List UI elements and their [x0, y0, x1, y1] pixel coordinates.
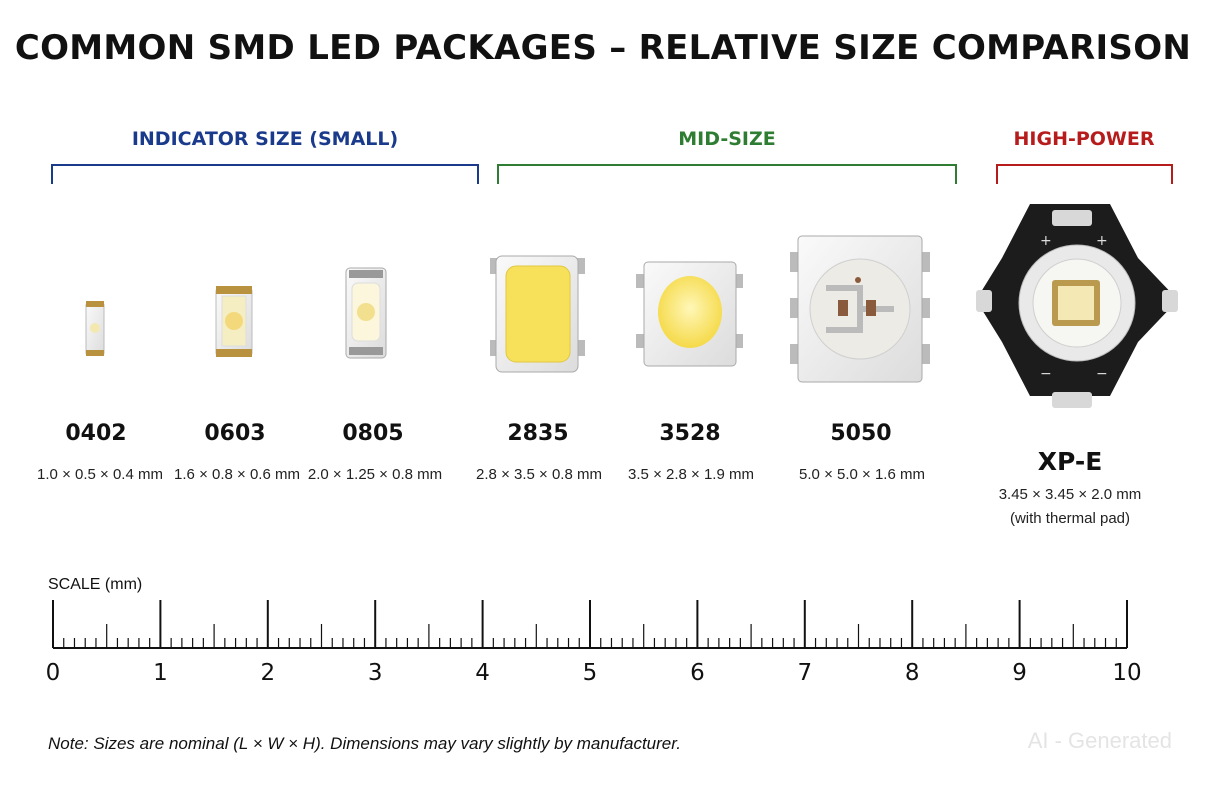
led-xpe-image: + + − −	[976, 204, 1178, 408]
package-note-xpe: (with thermal pad)	[1009, 510, 1131, 527]
led-0402-image	[85, 301, 105, 356]
watermark: AI - Generated	[1027, 728, 1172, 753]
scale-number-0: 0	[45, 660, 61, 686]
bracket-high-power	[996, 164, 1173, 184]
svg-text:+: +	[1096, 233, 1108, 249]
package-dims-2835: 2.8 × 3.5 × 0.8 mm	[476, 466, 602, 483]
package-dims-0603: 1.6 × 0.8 × 0.6 mm	[174, 466, 300, 483]
package-dims-3528: 3.5 × 2.8 × 1.9 mm	[628, 466, 754, 483]
group-label-high-power: HIGH-POWER	[1013, 128, 1155, 150]
led-2835-image	[490, 255, 585, 373]
footnote: Note: Sizes are nominal (L × W × H). Dim…	[48, 734, 682, 753]
scale-number-5: 5	[582, 660, 598, 686]
svg-text:+: +	[1040, 233, 1052, 249]
scale-number-4: 4	[475, 660, 490, 686]
scale-number-3: 3	[367, 660, 383, 686]
package-name-xpe: XP-E	[1037, 447, 1103, 476]
package-dims-xpe: 3.45 × 3.45 × 2.0 mm	[998, 486, 1142, 503]
bracket-indicator	[51, 164, 479, 184]
group-label-mid-size: MID-SIZE	[678, 128, 776, 150]
led-5050-image	[790, 235, 930, 383]
package-name-2835: 2835	[507, 421, 569, 446]
bracket-mid-size	[497, 164, 957, 184]
page-title: COMMON SMD LED PACKAGES – RELATIVE SIZE …	[14, 28, 1192, 68]
group-label-indicator: INDICATOR SIZE (SMALL)	[131, 128, 399, 150]
package-name-5050: 5050	[830, 421, 892, 446]
scale-number-8: 8	[904, 660, 920, 686]
package-name-3528: 3528	[659, 421, 721, 446]
scale-number-6: 6	[690, 660, 705, 686]
scale-number-10: 10	[1112, 660, 1142, 686]
led-3528-image	[636, 261, 743, 367]
svg-text:−: −	[1096, 366, 1108, 382]
package-name-0603: 0603	[204, 421, 266, 446]
scale-number-9: 9	[1012, 660, 1027, 686]
scale-number-1: 1	[153, 660, 168, 686]
scale-label: SCALE (mm)	[48, 576, 143, 593]
led-0805-image	[345, 267, 387, 359]
svg-text:−: −	[1040, 366, 1052, 382]
scale-number-2: 2	[260, 660, 276, 686]
package-dims-0402: 1.0 × 0.5 × 0.4 mm	[37, 466, 163, 483]
scale-number-7: 7	[797, 660, 813, 686]
led-0603-image	[215, 286, 253, 357]
package-name-0805: 0805	[342, 421, 404, 446]
package-dims-5050: 5.0 × 5.0 × 1.6 mm	[799, 466, 925, 483]
package-name-0402: 0402	[65, 421, 127, 446]
package-dims-0805: 2.0 × 1.25 × 0.8 mm	[307, 466, 443, 483]
